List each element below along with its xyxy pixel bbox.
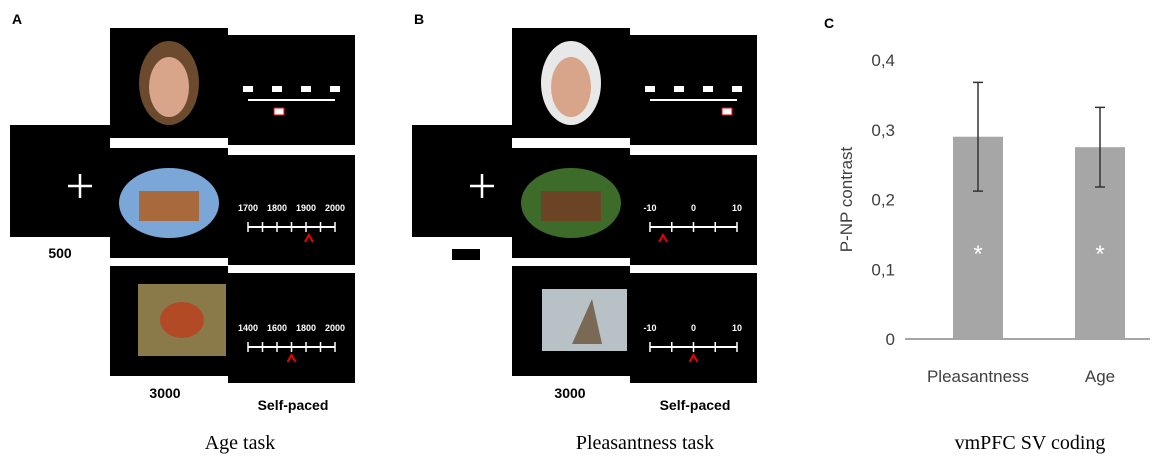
- response-marker: [722, 108, 732, 115]
- scale-marker: [703, 86, 713, 92]
- y-tick-label: 0: [886, 330, 895, 349]
- response-label: Self-paced: [258, 397, 329, 413]
- fixation-duration: 500: [48, 245, 72, 261]
- scale-label: 1900: [296, 203, 316, 213]
- face-skin: [149, 57, 189, 117]
- scale-label: 2000: [325, 203, 345, 213]
- house: [139, 191, 199, 221]
- scale-label: 1600: [267, 323, 287, 333]
- scale-label: 1700: [238, 203, 258, 213]
- scale-label: 1400: [238, 323, 258, 333]
- screen: [10, 125, 110, 237]
- significance-marker: *: [973, 241, 982, 268]
- panel-letter: C: [824, 15, 834, 31]
- caption: Age task: [205, 432, 276, 454]
- x-tick-label: Pleasantness: [927, 367, 1029, 386]
- scale-marker: [732, 86, 742, 92]
- scale-label: 2000: [325, 323, 345, 333]
- caption: vmPFC SV coding: [955, 432, 1106, 454]
- significance-marker: *: [1095, 241, 1104, 268]
- scale-label: 0: [691, 323, 696, 333]
- scale-label: 1800: [267, 203, 287, 213]
- caption: Pleasantness task: [576, 432, 714, 454]
- response-marker: [274, 108, 284, 115]
- scale-label: -10: [643, 203, 656, 213]
- scale-label: 10: [732, 323, 742, 333]
- stimulus-duration: 3000: [149, 385, 180, 401]
- y-axis-label: P-NP contrast: [837, 146, 856, 252]
- screen: [412, 125, 512, 237]
- house: [541, 191, 601, 221]
- duration-bar: [452, 249, 480, 260]
- scale-label: -10: [643, 323, 656, 333]
- panel-letter: B: [414, 11, 424, 27]
- panel-letter: A: [12, 11, 22, 27]
- scale-label: 1800: [296, 323, 316, 333]
- fruit: [160, 302, 204, 338]
- scale-marker: [645, 86, 655, 92]
- scale-marker: [301, 86, 311, 92]
- face-skin: [551, 57, 591, 117]
- stimulus-duration: 3000: [554, 385, 585, 401]
- scale-label: 10: [732, 203, 742, 213]
- figure: A 500 1700 1800 1900 2000 1400 1600 1800 2000 3000…: [0, 0, 1153, 459]
- x-tick-label: Age: [1085, 367, 1115, 386]
- y-tick-label: 0,4: [871, 51, 895, 70]
- scale-marker: [330, 86, 340, 92]
- scale-marker: [272, 86, 282, 92]
- scale-marker: [674, 86, 684, 92]
- scale-marker: [243, 86, 253, 92]
- y-tick-label: 0,1: [871, 260, 895, 279]
- response-label: Self-paced: [660, 397, 731, 413]
- y-tick-label: 0,3: [871, 121, 895, 140]
- scale-label: 0: [691, 203, 696, 213]
- y-tick-label: 0,2: [871, 191, 895, 210]
